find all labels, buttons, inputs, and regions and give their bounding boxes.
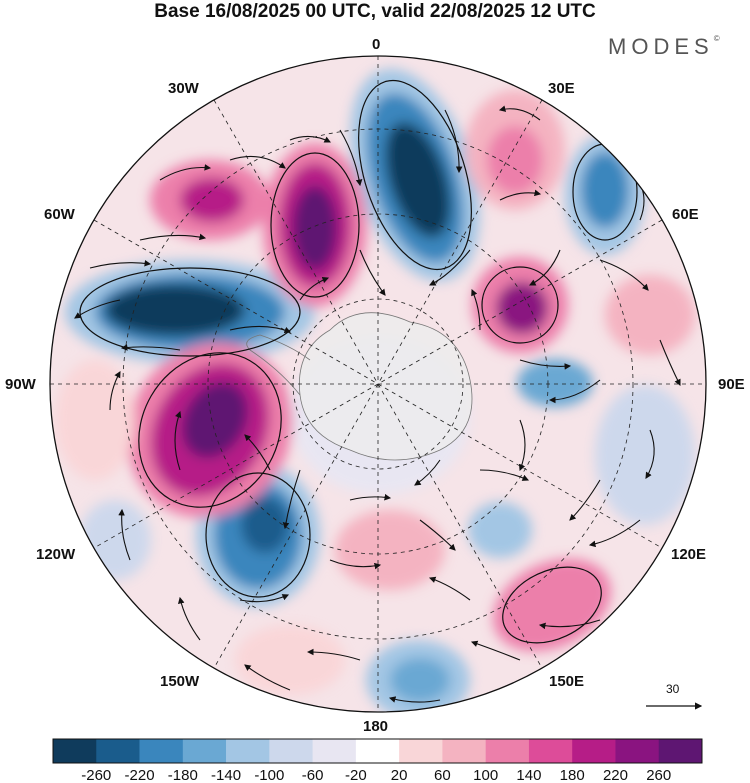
colorbar-tick-label: -140 (211, 767, 241, 783)
colorbar-swatch (572, 739, 616, 763)
colorbar-swatch (442, 739, 486, 763)
lon-label-30e: 30E (548, 80, 575, 97)
colorbar-tick-label: 20 (391, 767, 408, 783)
colorbar-tick-label: 180 (560, 767, 585, 783)
colorbar-tick-label: -220 (125, 767, 155, 783)
modes-logo: MODES© (608, 34, 720, 60)
colorbar-swatch (139, 739, 184, 763)
colorbar-swatch (399, 739, 443, 763)
map-title: Base 16/08/2025 00 UTC, valid 22/08/2025… (154, 1, 596, 22)
colorbar-tick-label: -60 (302, 767, 324, 783)
colorbar-tick-label: 100 (473, 767, 498, 783)
colorbar-swatch (615, 739, 660, 763)
colorbar-swatch (96, 739, 140, 763)
colorbar-swatch (269, 739, 313, 763)
lon-label-90e: 90E (718, 376, 745, 393)
colorbar-tick-label: 260 (646, 767, 671, 783)
lon-label-150e: 150E (549, 673, 585, 690)
lon-label-180: 180 (363, 718, 389, 735)
colorbar-swatch (53, 739, 97, 763)
lon-label-60e: 60E (672, 206, 699, 223)
lon-label-0: 0 (372, 36, 381, 53)
lon-label-90w: 90W (5, 376, 36, 393)
brand-text: MODES (608, 34, 714, 59)
colorbar-swatch (528, 739, 573, 763)
colorbar-tick-label: 60 (434, 767, 451, 783)
lon-label-120w: 120W (36, 546, 76, 563)
colorbar-tick-label: -20 (345, 767, 367, 783)
colorbar-swatch (226, 739, 270, 763)
colorbar-border (52, 738, 703, 764)
colorbar-tick-label: -100 (254, 767, 284, 783)
colorbar-swatch (658, 739, 703, 763)
lon-label-60w: 60W (44, 206, 75, 223)
colorbar-tick-label: 140 (516, 767, 541, 783)
colorbar-swatch (355, 739, 400, 763)
lon-label-120e: 120E (671, 546, 707, 563)
brand-copyright-mark: © (713, 34, 720, 43)
colorbar-tick-label: -180 (168, 767, 198, 783)
colorbar-swatch (485, 739, 530, 763)
colorbar-tick-label: -260 (81, 767, 111, 783)
reference-vector-label: 30 (666, 682, 680, 696)
anomaly-field (50, 56, 706, 712)
colorbar: -260 -220 -180 -140 -100 -60 -20 20 60 100 140 180 2… (52, 738, 703, 783)
lon-label-150w: 150W (160, 673, 200, 690)
lon-label-30w: 30W (168, 80, 199, 97)
colorbar-swatch (182, 739, 227, 763)
colorbar-swatch (312, 739, 357, 763)
colorbar-tick-label: 220 (603, 767, 628, 783)
